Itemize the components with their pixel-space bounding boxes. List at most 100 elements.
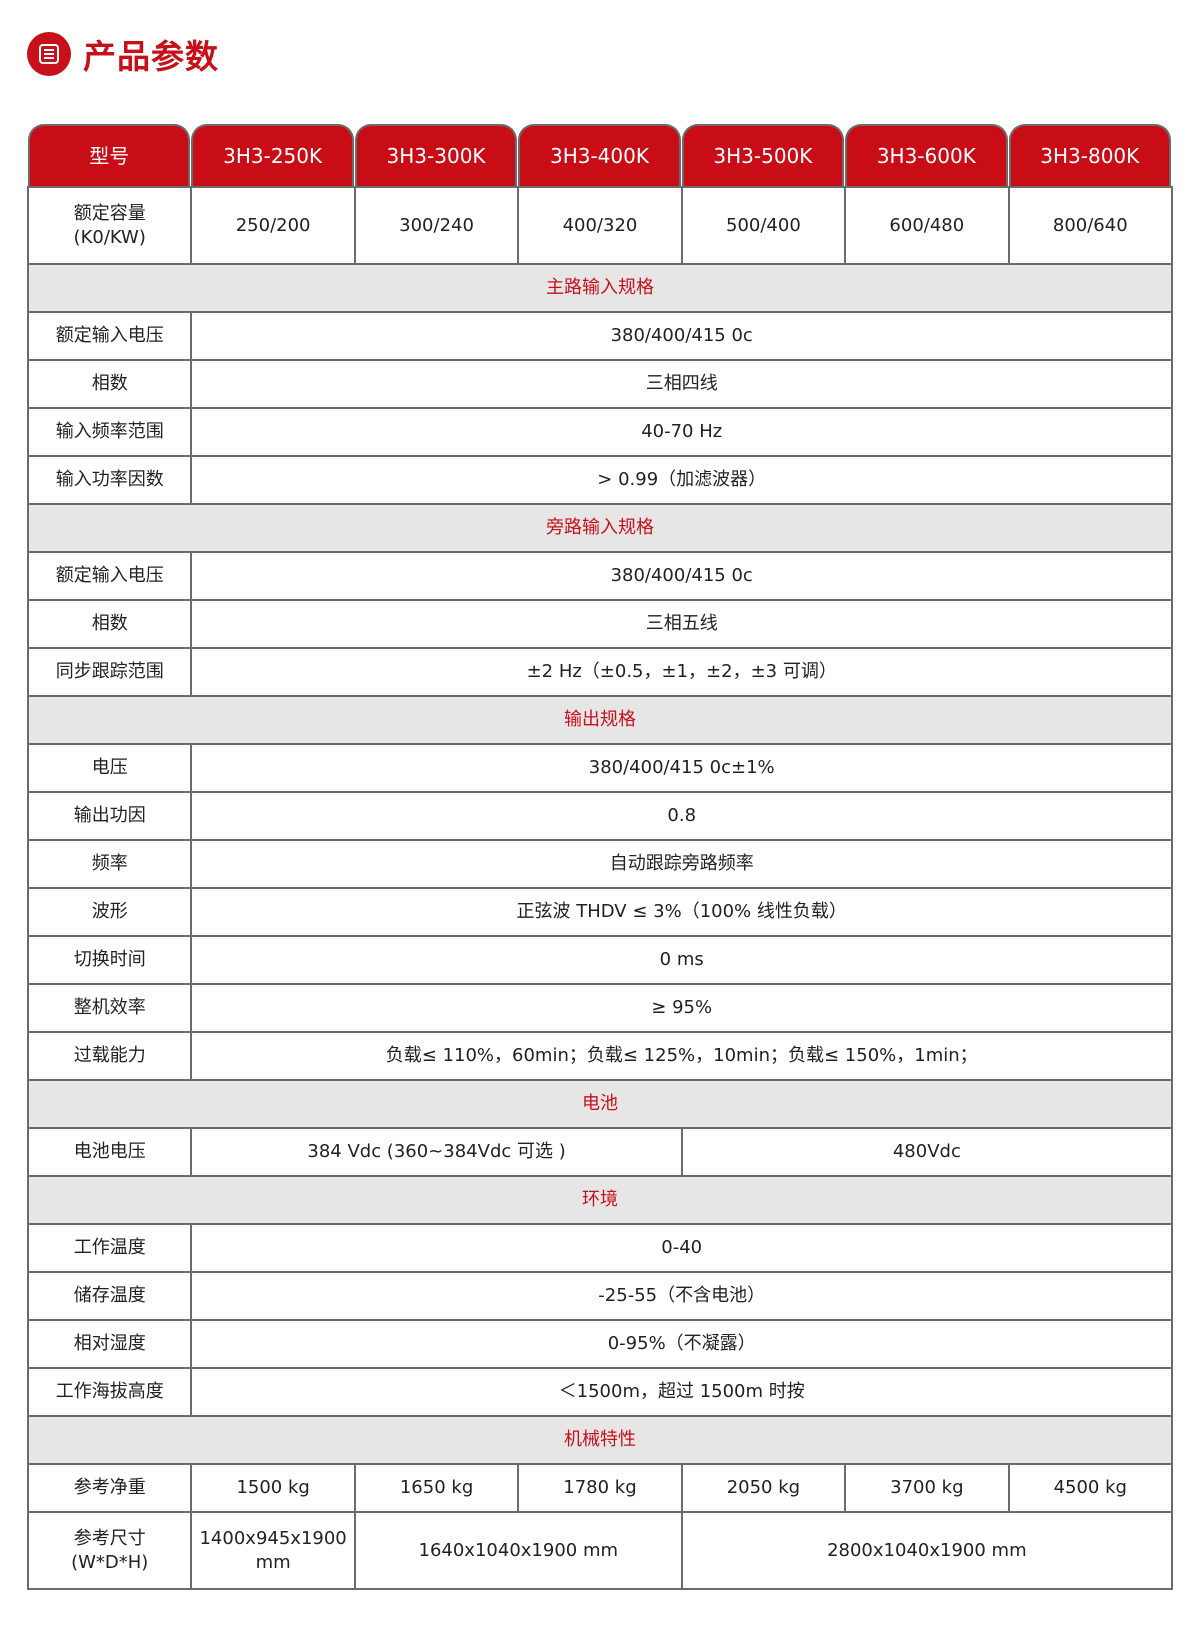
header-cell-text: 3H3-600K (845, 124, 1008, 186)
table-row: 参考尺寸 (W*D*H) 1400x945x1900 mm 1640x1040x19… (26, 1511, 1174, 1590)
value-cell: 0-95%（不凝露） (190, 1319, 1173, 1369)
table-row: 整机效率 ≥ 95% (26, 983, 1173, 1033)
row-label: 额定容量 (K0/KW) (26, 186, 193, 265)
section-row: 主路输入规格 (27, 263, 1173, 313)
row-label: 额定输入电压 (26, 551, 193, 601)
header-cell-text: 3H3-250K (191, 124, 354, 186)
header-model: 3H3-600K (845, 124, 1008, 187)
row-label: 相对湿度 (26, 1319, 193, 1369)
section-row: 机械特性 (27, 1415, 1173, 1465)
header-model-label: 型号 (28, 124, 191, 187)
section-row: 环境 (27, 1175, 1173, 1225)
table-row: 额定输入电压 380/400/415 0c (26, 311, 1173, 361)
table-row: 过载能力 负载≤ 110%，60min；负载≤ 125%，10min；负载≤ 15… (26, 1031, 1173, 1081)
value-cell: 2050 kg (680, 1463, 847, 1513)
value-cell: 1640x1040x1900 mm (353, 1511, 683, 1590)
table-row: 电池电压 384 Vdc (360~384Vdc 可选 ) 480Vdc (26, 1127, 1174, 1177)
value-cell: ≥ 95% (190, 983, 1173, 1033)
header-cell-text: 型号 (28, 124, 191, 186)
table-row: 参考净重 1500 kg 1650 kg 1780 kg 2050 kg 3700 kg 4… (26, 1463, 1174, 1513)
row-label: 整机效率 (26, 983, 193, 1033)
value-cell: 0 ms (190, 935, 1173, 985)
row-label: 参考尺寸 (W*D*H) (26, 1511, 193, 1590)
row-label: 工作温度 (26, 1223, 193, 1273)
table-row: 切换时间 0 ms (26, 935, 1173, 985)
section-title: 机械特性 (27, 1415, 1173, 1465)
value-cell: 380/400/415 0c (190, 551, 1173, 601)
section-row: 输出规格 (27, 695, 1173, 745)
row-label: 参考净重 (26, 1463, 193, 1513)
value-cell: 自动跟踪旁路频率 (190, 839, 1173, 889)
table-row: 额定容量 (K0/KW) 250/200 300/240 400/320 500/400… (26, 186, 1174, 265)
table-row: 相对湿度 0-95%（不凝露） (26, 1319, 1173, 1369)
table-row: 储存温度 -25-55（不含电池） (26, 1271, 1173, 1321)
header-model: 3H3-250K (191, 124, 354, 187)
table-row: 输入频率范围 40-70 Hz (26, 407, 1173, 457)
section-title: 环境 (27, 1175, 1173, 1225)
row-label: 储存温度 (26, 1271, 193, 1321)
table-row: 频率 自动跟踪旁路频率 (26, 839, 1173, 889)
value-cell: 384 Vdc (360~384Vdc 可选 ) (190, 1127, 683, 1177)
section-title: 输出规格 (27, 695, 1173, 745)
value-cell: 2800x1040x1900 mm (680, 1511, 1174, 1590)
value-cell: ＜1500m，超过 1500m 时按 (190, 1367, 1173, 1417)
section-title: 电池 (27, 1079, 1173, 1129)
row-label: 波形 (26, 887, 193, 937)
value-cell: 三相五线 (190, 599, 1173, 649)
row-label: 输入频率范围 (26, 407, 193, 457)
row-label: 相数 (26, 599, 193, 649)
header-cell-text: 3H3-500K (681, 124, 845, 186)
value-cell: 600/480 (844, 186, 1010, 265)
table-row: 额定输入电压 380/400/415 0c (26, 551, 1173, 601)
table-row: 波形 正弦波 THDV ≤ 3%（100% 线性负载） (26, 887, 1173, 937)
value-cell: 负载≤ 110%，60min；负载≤ 125%，10min；负载≤ 150%，1… (190, 1031, 1173, 1081)
value-cell: ±2 Hz（±0.5，±1，±2，±3 可调） (190, 647, 1173, 697)
document-list-icon (27, 32, 71, 76)
row-label: 频率 (26, 839, 193, 889)
page-title: 产品参数 (83, 37, 219, 76)
header-cell-text: 3H3-300K (354, 124, 518, 186)
row-label: 同步跟踪范围 (26, 647, 193, 697)
header-model: 3H3-300K (354, 124, 518, 187)
table-header-row: 型号 3H3-250K 3H3-300K 3H3-400K 3H3-500K 3H3-60… (28, 124, 1172, 187)
row-label: 工作海拔高度 (26, 1367, 193, 1417)
row-label: 相数 (26, 359, 193, 409)
value-cell: 1500 kg (190, 1463, 356, 1513)
row-label: 输入功率因数 (26, 455, 193, 505)
value-cell: 0.8 (190, 791, 1173, 841)
row-label: 额定输入电压 (26, 311, 193, 361)
header-model: 3H3-400K (518, 124, 681, 187)
value-cell: 250/200 (190, 186, 356, 265)
table-row: 相数 三相四线 (26, 359, 1173, 409)
header-cell-text: 3H3-800K (1008, 124, 1171, 186)
section-row: 旁路输入规格 (27, 503, 1173, 553)
header-model: 3H3-500K (681, 124, 845, 187)
row-label: 输出功因 (26, 791, 193, 841)
value-cell: 正弦波 THDV ≤ 3%（100% 线性负载） (190, 887, 1173, 937)
header-cell-text: 3H3-400K (518, 124, 681, 186)
row-label: 电池电压 (26, 1127, 193, 1177)
table-row: 输出功因 0.8 (26, 791, 1173, 841)
page-header: 产品参数 (27, 30, 219, 78)
value-cell: 1650 kg (353, 1463, 520, 1513)
value-cell: 300/240 (353, 186, 520, 265)
value-cell: 1780 kg (517, 1463, 683, 1513)
table-row: 工作海拔高度 ＜1500m，超过 1500m 时按 (26, 1367, 1173, 1417)
value-cell: 0-40 (190, 1223, 1173, 1273)
value-cell: 800/640 (1007, 186, 1174, 265)
value-cell: > 0.99（加滤波器） (190, 455, 1173, 505)
value-cell: 40-70 Hz (190, 407, 1173, 457)
table-row: 同步跟踪范围 ±2 Hz（±0.5，±1，±2，±3 可调） (26, 647, 1173, 697)
section-row: 电池 (27, 1079, 1173, 1129)
table-row: 电压 380/400/415 0c±1% (26, 743, 1173, 793)
row-label: 切换时间 (26, 935, 193, 985)
row-label: 过载能力 (26, 1031, 193, 1081)
value-cell: 3700 kg (844, 1463, 1010, 1513)
value-cell: 380/400/415 0c (190, 311, 1173, 361)
section-title: 主路输入规格 (27, 263, 1173, 313)
section-title: 旁路输入规格 (27, 503, 1173, 553)
value-cell: 三相四线 (190, 359, 1173, 409)
value-cell: 4500 kg (1007, 1463, 1174, 1513)
table-row: 工作温度 0-40 (26, 1223, 1173, 1273)
value-cell: 1400x945x1900 mm (190, 1511, 356, 1590)
